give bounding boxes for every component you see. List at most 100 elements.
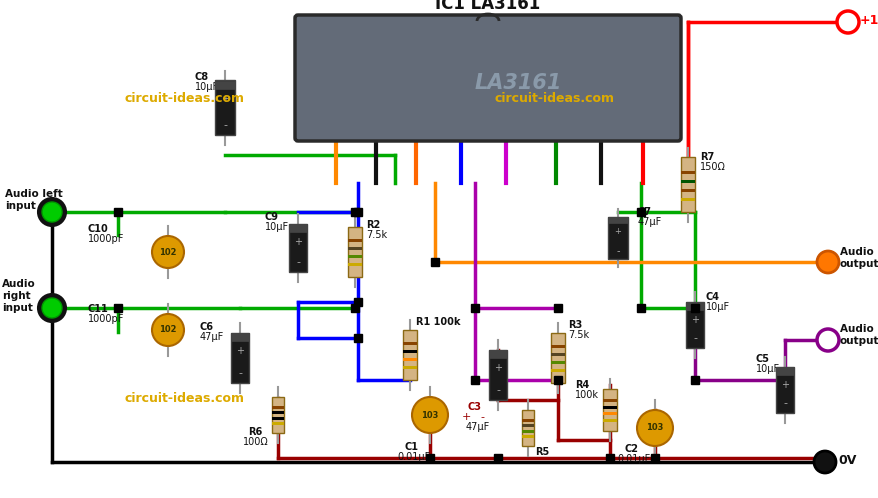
Bar bbox=[402, 366, 416, 369]
Text: Audio right
output: Audio right output bbox=[839, 324, 878, 346]
Text: Audio left
output: Audio left output bbox=[839, 247, 878, 269]
Text: -: - bbox=[223, 120, 227, 130]
Text: +: + bbox=[235, 346, 244, 356]
Text: Audio left
input: Audio left input bbox=[5, 189, 62, 211]
Circle shape bbox=[152, 236, 184, 268]
Bar bbox=[215, 80, 234, 135]
Text: R2: R2 bbox=[365, 220, 380, 230]
Bar bbox=[775, 367, 793, 375]
Text: 1000pF: 1000pF bbox=[88, 314, 124, 324]
Text: 0.01μF: 0.01μF bbox=[397, 452, 429, 462]
Bar bbox=[551, 361, 565, 364]
Text: 47μF: 47μF bbox=[637, 217, 661, 227]
Bar bbox=[522, 419, 534, 422]
Text: C10: C10 bbox=[88, 224, 109, 234]
Bar bbox=[348, 239, 362, 242]
Bar bbox=[602, 412, 616, 415]
Text: R6: R6 bbox=[248, 427, 262, 437]
Text: 102: 102 bbox=[159, 326, 176, 335]
Text: +: + bbox=[493, 363, 501, 373]
Bar bbox=[551, 345, 565, 348]
Text: 103: 103 bbox=[421, 410, 438, 419]
Bar bbox=[348, 227, 362, 277]
Bar bbox=[215, 81, 234, 89]
Bar bbox=[680, 180, 694, 183]
Bar bbox=[608, 217, 627, 259]
Circle shape bbox=[412, 397, 448, 433]
Text: 0.01μF: 0.01μF bbox=[616, 454, 650, 464]
Text: 103: 103 bbox=[645, 423, 663, 432]
Text: C7: C7 bbox=[637, 207, 651, 217]
Bar bbox=[522, 435, 534, 438]
Text: IC1 LA3161: IC1 LA3161 bbox=[435, 0, 540, 13]
Bar bbox=[271, 397, 284, 433]
Text: R3: R3 bbox=[567, 320, 581, 330]
Bar bbox=[348, 255, 362, 258]
Bar bbox=[271, 422, 284, 425]
Bar bbox=[522, 410, 534, 446]
Circle shape bbox=[816, 251, 838, 273]
Text: -: - bbox=[479, 412, 484, 422]
Text: 7.5k: 7.5k bbox=[365, 230, 386, 240]
Bar bbox=[271, 406, 284, 409]
Text: -: - bbox=[615, 246, 619, 256]
Text: 1000pF: 1000pF bbox=[88, 234, 124, 244]
Text: R4: R4 bbox=[574, 380, 588, 390]
Bar bbox=[488, 350, 507, 400]
Text: 10μF: 10μF bbox=[195, 82, 219, 92]
Text: 150Ω: 150Ω bbox=[699, 162, 725, 172]
Bar bbox=[602, 399, 616, 402]
Circle shape bbox=[42, 202, 62, 222]
FancyBboxPatch shape bbox=[295, 15, 680, 141]
Bar bbox=[522, 424, 534, 427]
Bar bbox=[231, 333, 248, 383]
Text: +: + bbox=[781, 380, 788, 390]
Text: LA3161: LA3161 bbox=[474, 73, 561, 93]
Circle shape bbox=[38, 198, 66, 226]
Text: R5: R5 bbox=[535, 447, 549, 457]
Text: 10μF: 10μF bbox=[264, 222, 289, 232]
Bar bbox=[602, 419, 616, 422]
Text: circuit-ideas.com: circuit-ideas.com bbox=[125, 391, 245, 404]
Text: -: - bbox=[495, 385, 500, 395]
Text: circuit-ideas.com: circuit-ideas.com bbox=[125, 92, 245, 105]
Bar bbox=[488, 350, 507, 358]
Bar bbox=[685, 302, 703, 348]
Text: 10μF: 10μF bbox=[705, 302, 730, 312]
Text: 7.5k: 7.5k bbox=[567, 330, 588, 340]
Text: C9: C9 bbox=[264, 212, 278, 222]
Text: -: - bbox=[692, 333, 696, 343]
Bar bbox=[289, 224, 306, 272]
Bar bbox=[551, 333, 565, 383]
Bar bbox=[348, 263, 362, 266]
Text: 47μF: 47μF bbox=[465, 422, 490, 432]
Bar bbox=[402, 358, 416, 361]
Bar bbox=[551, 353, 565, 356]
Text: C11: C11 bbox=[88, 304, 109, 314]
Text: -: - bbox=[238, 368, 241, 378]
Text: +12V: +12V bbox=[859, 13, 878, 26]
Bar bbox=[289, 224, 306, 232]
Text: -: - bbox=[782, 398, 786, 408]
Bar bbox=[680, 157, 694, 212]
Bar bbox=[602, 389, 616, 431]
Bar bbox=[231, 333, 248, 341]
Text: +: + bbox=[462, 412, 471, 422]
Bar bbox=[551, 369, 565, 372]
Bar bbox=[680, 189, 694, 192]
Bar bbox=[602, 406, 616, 409]
Text: R1 100k: R1 100k bbox=[415, 317, 460, 327]
Circle shape bbox=[42, 298, 62, 318]
Text: 100k: 100k bbox=[574, 390, 598, 400]
Bar bbox=[402, 350, 416, 353]
Text: +: + bbox=[293, 237, 302, 247]
Circle shape bbox=[637, 410, 673, 446]
Text: C2: C2 bbox=[624, 444, 638, 454]
Circle shape bbox=[816, 329, 838, 351]
Text: +: + bbox=[614, 227, 621, 236]
Bar bbox=[680, 171, 694, 174]
Bar bbox=[271, 417, 284, 420]
Text: C1: C1 bbox=[405, 442, 419, 452]
Text: +: + bbox=[690, 315, 698, 325]
Circle shape bbox=[836, 11, 858, 33]
